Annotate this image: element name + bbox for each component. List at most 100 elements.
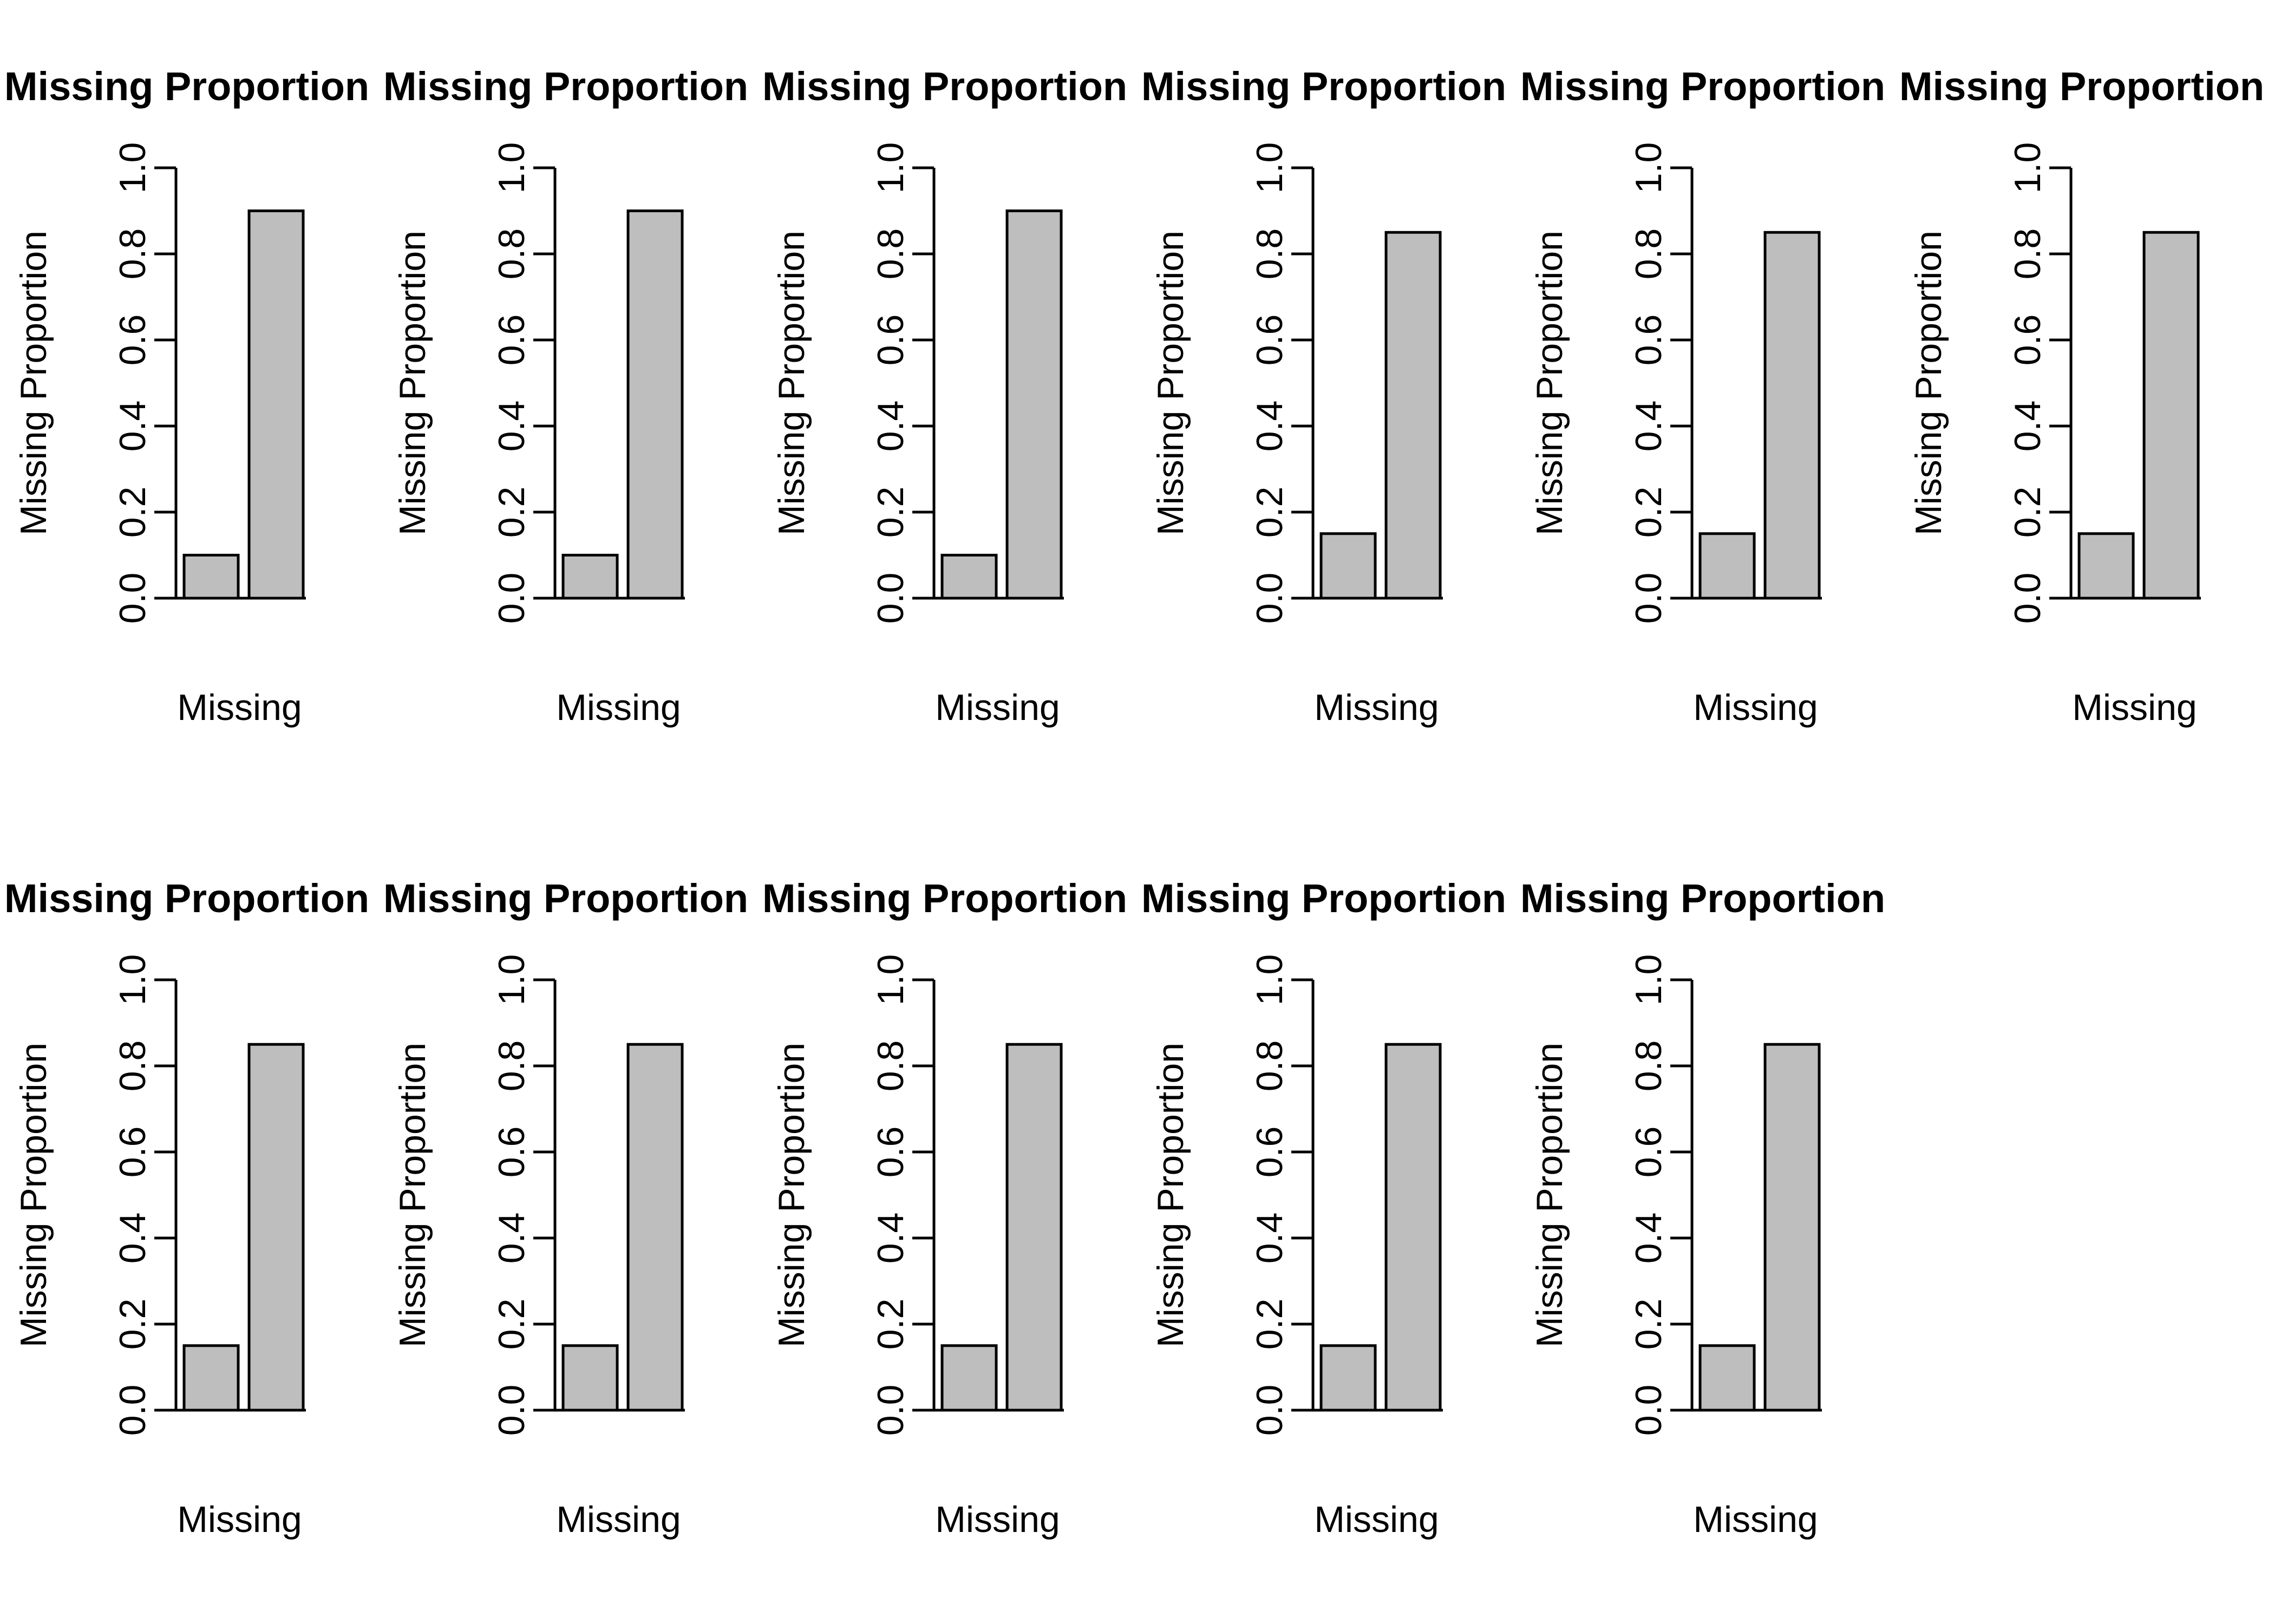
bar — [247, 1043, 305, 1412]
bar — [2142, 231, 2200, 600]
barplot-panel-r1c4: Missing Proportion Missing Proportion 0.0 0… — [1137, 0, 1516, 812]
y-tick-label: 0.2 — [112, 487, 153, 538]
x-axis-label: Missing — [1314, 1499, 1439, 1540]
barplot-panel-r1c5: Missing Proportion Missing Proportion 0.0 0… — [1516, 0, 1895, 812]
x-axis-label: Missing — [556, 687, 681, 728]
bar — [1698, 1344, 1756, 1412]
bar — [182, 554, 240, 600]
y-tick-label: 0.4 — [1249, 1213, 1290, 1264]
y-tick-label: 0.0 — [112, 1385, 153, 1436]
y-tick-label: 0.4 — [870, 401, 911, 452]
barplot-panel-r1c1: Missing Proportion Missing Proportion 0.0 0… — [0, 0, 379, 812]
y-tick-label: 0.4 — [1628, 1213, 1669, 1264]
barplot-svg: Missing Proportion Missing Proportion 0.0 0… — [1899, 64, 2264, 728]
chart-title: Missing Proportion — [1520, 876, 1885, 921]
bar — [626, 209, 684, 600]
y-tick-label: 0.8 — [112, 1040, 153, 1092]
x-axis-label: Missing — [1314, 687, 1439, 728]
y-tick-label: 1.0 — [1628, 142, 1669, 194]
bar — [1319, 532, 1377, 600]
y-tick-label: 0.2 — [491, 487, 532, 538]
y-tick-label: 0.2 — [1628, 1299, 1669, 1350]
x-axis-label: Missing — [1693, 1499, 1818, 1540]
y-tick-label: 0.0 — [2007, 573, 2048, 624]
barplot-panel-r1c3: Missing Proportion Missing Proportion 0.0 0… — [758, 0, 1137, 812]
barplot-svg: Missing Proportion Missing Proportion 0.0 0… — [762, 876, 1127, 1540]
y-tick-label: 0.6 — [112, 1127, 153, 1178]
y-tick-label: 0.2 — [1249, 1299, 1290, 1350]
y-tick-label: 0.2 — [1628, 487, 1669, 538]
barplot-svg: Missing Proportion Missing Proportion 0.0 0… — [1520, 64, 1885, 728]
barplot-panel-r2c3: Missing Proportion Missing Proportion 0.0 0… — [758, 812, 1137, 1624]
y-tick-label: 0.4 — [112, 1213, 153, 1264]
y-tick-label: 0.0 — [112, 573, 153, 624]
bar — [626, 1043, 684, 1412]
barplot-panel-r2c1: Missing Proportion Missing Proportion 0.0 0… — [0, 812, 379, 1624]
y-tick-label: 0.6 — [1249, 1127, 1290, 1178]
y-tick-label: 0.4 — [1628, 401, 1669, 452]
y-tick-label: 0.8 — [870, 1040, 911, 1092]
y-tick-label: 0.6 — [1628, 1127, 1669, 1178]
bar — [561, 1344, 619, 1412]
y-tick-label: 1.0 — [1249, 954, 1290, 1006]
y-axis-label: Missing Proportion — [1529, 231, 1570, 535]
chart-title: Missing Proportion — [383, 876, 748, 921]
chart-title: Missing Proportion — [1899, 64, 2264, 109]
y-tick-label: 0.0 — [870, 1385, 911, 1436]
y-axis-label: Missing Proportion — [1150, 231, 1191, 535]
bar — [1005, 1043, 1063, 1412]
y-axis-label: Missing Proportion — [1529, 1043, 1570, 1347]
y-axis-label: Missing Proportion — [13, 231, 54, 535]
x-axis-label: Missing — [2072, 687, 2197, 728]
bar — [1005, 209, 1063, 600]
chart-title: Missing Proportion — [1520, 64, 1885, 109]
y-tick-label: 0.6 — [1628, 315, 1669, 366]
y-tick-label: 0.8 — [1249, 1040, 1290, 1092]
barplot-svg: Missing Proportion Missing Proportion 0.0 0… — [383, 64, 748, 728]
y-tick-label: 0.8 — [1249, 228, 1290, 280]
y-tick-label: 0.0 — [1628, 1385, 1669, 1436]
barplot-panel-r1c2: Missing Proportion Missing Proportion 0.0 0… — [379, 0, 758, 812]
chart-title: Missing Proportion — [762, 876, 1127, 921]
x-axis-label: Missing — [1693, 687, 1818, 728]
x-axis-label: Missing — [177, 1499, 302, 1540]
barplot-svg: Missing Proportion Missing Proportion 0.0 0… — [383, 876, 748, 1540]
y-tick-label: 1.0 — [1249, 142, 1290, 194]
bar — [182, 1344, 240, 1412]
y-tick-label: 1.0 — [491, 142, 532, 194]
bar — [940, 554, 998, 600]
y-tick-label: 0.4 — [870, 1213, 911, 1264]
chart-title: Missing Proportion — [1141, 64, 1506, 109]
barplot-panel-r2c5: Missing Proportion Missing Proportion 0.0 0… — [1516, 812, 1895, 1624]
bar — [940, 1344, 998, 1412]
y-tick-label: 0.2 — [491, 1299, 532, 1350]
y-tick-label: 1.0 — [2007, 142, 2048, 194]
y-tick-label: 0.0 — [870, 573, 911, 624]
barplot-svg: Missing Proportion Missing Proportion 0.0 0… — [1520, 876, 1885, 1540]
barplot-svg: Missing Proportion Missing Proportion 0.0 0… — [1141, 876, 1506, 1540]
y-axis-label: Missing Proportion — [13, 1043, 54, 1347]
y-tick-label: 0.4 — [491, 1213, 532, 1264]
y-tick-label: 0.4 — [112, 401, 153, 452]
bar — [1698, 532, 1756, 600]
y-tick-label: 0.6 — [112, 315, 153, 366]
barplot-svg: Missing Proportion Missing Proportion 0.0 0… — [4, 64, 369, 728]
chart-title: Missing Proportion — [4, 64, 369, 109]
barplot-svg: Missing Proportion Missing Proportion 0.0 0… — [1141, 64, 1506, 728]
x-axis-label: Missing — [177, 687, 302, 728]
y-axis-label: Missing Proportion — [392, 1043, 433, 1347]
y-axis-label: Missing Proportion — [771, 231, 812, 535]
y-tick-label: 1.0 — [870, 142, 911, 194]
y-tick-label: 0.2 — [112, 1299, 153, 1350]
y-tick-label: 0.4 — [491, 401, 532, 452]
y-tick-label: 1.0 — [870, 954, 911, 1006]
bar — [247, 209, 305, 600]
y-tick-label: 1.0 — [1628, 954, 1669, 1006]
y-tick-label: 0.8 — [1628, 228, 1669, 280]
y-tick-label: 1.0 — [112, 142, 153, 194]
y-tick-label: 0.8 — [870, 228, 911, 280]
x-axis-label: Missing — [935, 1499, 1060, 1540]
y-tick-label: 0.4 — [2007, 401, 2048, 452]
y-tick-label: 0.2 — [870, 1299, 911, 1350]
chart-title: Missing Proportion — [383, 64, 748, 109]
